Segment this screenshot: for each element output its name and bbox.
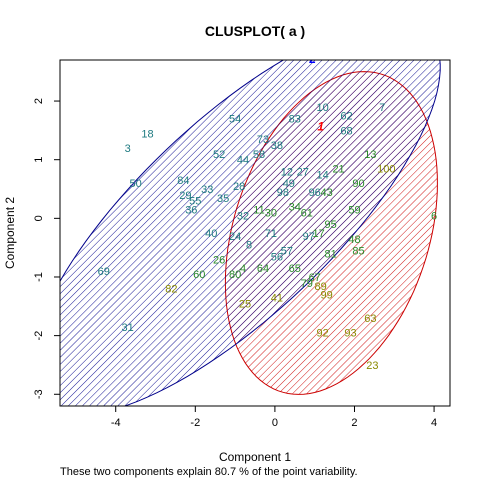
point-label: 21 [332, 163, 344, 175]
cluster-1-label: 1 [317, 119, 324, 133]
point-label: 67 [309, 272, 321, 284]
point-label: 84 [177, 175, 189, 187]
point-label: 89 [315, 281, 327, 293]
x-tick-label: -2 [190, 417, 200, 429]
point-label: 4 [240, 263, 246, 275]
point-label: 12 [281, 166, 293, 178]
x-tick-label: -4 [111, 417, 121, 429]
point-label: 56 [271, 251, 283, 263]
point-label: 18 [141, 128, 153, 140]
point-label: 3 [125, 143, 131, 155]
point-label: 27 [297, 166, 309, 178]
point-label: 41 [271, 293, 283, 305]
point-label: 49 [283, 178, 295, 190]
point-label: 82 [165, 284, 177, 296]
point-label: 54 [229, 114, 241, 126]
y-tick-label: -3 [33, 389, 45, 399]
point-label: 63 [364, 313, 376, 325]
x-axis: -4 -2 0 2 4 [111, 406, 437, 429]
y-tick-label: -2 [33, 331, 45, 341]
point-label: 14 [317, 169, 329, 181]
plot-frame [59, 59, 451, 407]
point-label: 81 [324, 249, 336, 261]
point-label: 96 [309, 187, 321, 199]
point-label: 98 [277, 187, 289, 199]
point-label: 83 [289, 114, 301, 126]
point-label: 8 [246, 240, 252, 252]
point-label: 97 [303, 231, 315, 243]
point-label: 38 [271, 140, 283, 152]
point-label: 13 [364, 149, 376, 161]
point-label: 34 [289, 202, 301, 214]
point-label: 65 [289, 263, 301, 275]
point-label: 23 [366, 360, 378, 372]
x-axis-label: Component 1 [219, 450, 291, 464]
point-label: 69 [98, 266, 110, 278]
point-label: 40 [205, 228, 217, 240]
point-label: 52 [213, 149, 225, 161]
point-label: 93 [344, 328, 356, 340]
cluster-2-label: 2 [308, 52, 316, 66]
point-label: 11 [253, 205, 264, 217]
point-label: 58 [253, 149, 265, 161]
x-tick-label: 4 [431, 417, 437, 429]
point-label: 57 [281, 246, 293, 258]
point-label: 68 [340, 125, 352, 137]
point-label: 17 [313, 228, 325, 240]
x-tick-label: 0 [272, 417, 278, 429]
point-label: 36 [185, 205, 197, 217]
point-label: 31 [122, 322, 134, 334]
point-label: 79 [301, 278, 313, 290]
point-label: 24 [229, 231, 241, 243]
point-label: 95 [324, 219, 336, 231]
point-label: 10 [317, 102, 329, 114]
point-label: 44 [237, 155, 249, 167]
y-tick-label: 1 [33, 157, 45, 163]
y-axis: -3 -2 -1 0 1 2 [33, 98, 60, 399]
y-tick-label: 2 [33, 98, 45, 104]
point-label: 6 [431, 210, 437, 222]
chart-title: CLUSPLOT( a ) [205, 23, 305, 39]
point-label: 25 [239, 298, 251, 310]
point-label: 60 [193, 269, 205, 281]
point-label: 26 [213, 254, 225, 266]
point-label: 29 [179, 190, 191, 202]
x-tick-label: 2 [351, 417, 357, 429]
point-label: 80 [229, 269, 241, 281]
point-label: 30 [265, 207, 277, 219]
point-label: 28 [233, 181, 245, 193]
point-label: 73 [257, 134, 269, 146]
point-label: 90 [352, 178, 364, 190]
point-label: 100 [377, 163, 395, 175]
cluster-ellipses: 12 [60, 52, 441, 406]
point-label: 48 [348, 234, 360, 246]
y-axis-label: Component 2 [3, 197, 17, 269]
point-label: 64 [257, 263, 269, 275]
point-label: 50 [129, 178, 141, 190]
point-label: 43 [321, 187, 333, 199]
y-tick-label: -1 [33, 272, 45, 282]
point-label: 59 [348, 205, 360, 217]
point-label: 61 [301, 207, 313, 219]
variability-note: These two components explain 80.7 % of t… [60, 466, 358, 478]
point-label: 33 [201, 184, 213, 196]
point-label: 85 [352, 246, 364, 258]
point-label: 92 [317, 328, 329, 340]
point-label: 55 [189, 196, 201, 208]
point-label: 7 [379, 102, 385, 114]
point-label: 99 [321, 290, 333, 302]
point-label: 62 [340, 111, 352, 123]
y-tick-label: 0 [33, 215, 45, 221]
point-label: 71 [265, 228, 277, 240]
cluster-2-ellipse [60, 60, 441, 406]
point-label: 32 [237, 210, 249, 222]
point-label: 35 [217, 193, 229, 205]
